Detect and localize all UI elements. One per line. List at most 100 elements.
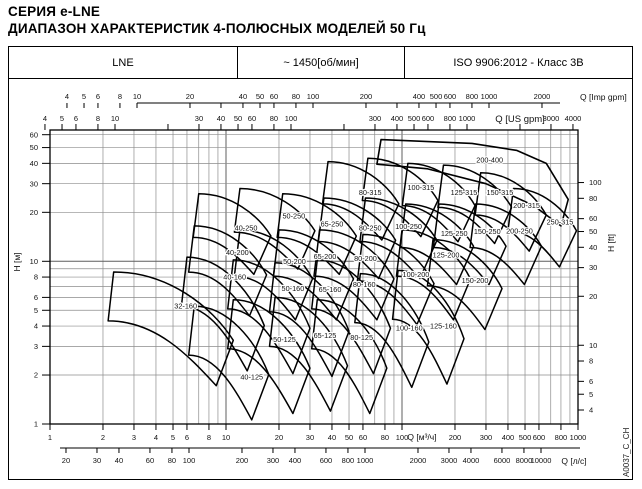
pump-envelopes [107, 138, 578, 421]
ls-tick: 80 [168, 456, 176, 465]
h-m-tick: 1 [34, 420, 38, 429]
imp-gpm-tick: 20 [186, 92, 194, 101]
region-label: 40-250 [235, 224, 258, 233]
us-gpm-tick: 40 [217, 114, 225, 123]
m3h-tick: 1000 [570, 433, 587, 442]
h-m-tick: 20 [30, 208, 38, 217]
region-label: 65-250 [321, 219, 344, 228]
imp-gpm-tick: 800 [466, 92, 479, 101]
region-label: 80-200 [354, 254, 377, 263]
m3h-tick: 300 [480, 433, 493, 442]
envelope-65-160 [268, 261, 350, 378]
envelope-65-250 [276, 193, 358, 276]
region-label: 65-160 [319, 285, 342, 294]
m3h-tick: 600 [533, 433, 546, 442]
h-m-tick: 10 [30, 257, 38, 266]
m3h-tick: 40 [328, 433, 336, 442]
us-gpm-tick: 3000 [543, 114, 560, 123]
region-label: 50-200 [283, 257, 306, 266]
h-m-tick: 4 [34, 322, 38, 331]
region-label: 200-315 [513, 201, 540, 210]
h-m-tick: 60 [30, 130, 38, 139]
imp-gpm-axis-title: Q [Imp gpm] [580, 92, 627, 102]
region-label: 65-125 [314, 331, 337, 340]
h-m-tick: 40 [30, 159, 38, 168]
imp-gpm-tick: 600 [444, 92, 457, 101]
imp-gpm-tick: 5 [82, 92, 86, 101]
h-ft-tick: 20 [589, 292, 597, 301]
region-label: 80-160 [353, 280, 376, 289]
region-labels: 32-160 40-160 50-160 65-160 80-160 100-160 125… [173, 154, 575, 383]
region-label: 50-125 [273, 335, 296, 344]
envelope-80-200 [313, 229, 395, 321]
ls-tick: 2000 [410, 456, 427, 465]
envelope-150-250 [432, 203, 507, 286]
us-gpm-tick: 4 [43, 114, 47, 123]
h-ft-tick: 100 [589, 178, 602, 187]
ls-tick: 200 [236, 456, 249, 465]
m3h-tick: 30 [306, 433, 314, 442]
region-label: 125-200 [433, 251, 460, 260]
h-ft-tick: 40 [589, 243, 597, 252]
m3h-tick: 2 [101, 433, 105, 442]
region-label: 100-250 [395, 222, 422, 231]
h-ft-tick: 80 [589, 194, 597, 203]
region-label: 200-250 [506, 226, 533, 235]
side-code: A0037_C_CH [622, 427, 631, 477]
region-label: 100-160 [396, 323, 423, 332]
envelope-100-250 [359, 197, 438, 280]
region-label: 50-250 [282, 211, 305, 220]
region-label: 150-200 [462, 276, 489, 285]
m3h-tick: 8 [207, 433, 211, 442]
ls-tick: 20 [62, 456, 70, 465]
m3h-tick: 200 [449, 433, 462, 442]
envelope-40-160 [180, 256, 266, 372]
us-gpm-tick: 300 [369, 114, 382, 123]
envelope-80-125 [310, 299, 388, 415]
imp-gpm-tick: 8 [118, 92, 122, 101]
region-label: 150-250 [474, 227, 501, 236]
imp-gpm-tick: 40 [239, 92, 247, 101]
us-gpm-tick: 500 [408, 114, 421, 123]
h-ft-tick: 10 [589, 341, 597, 350]
m3h-tick: 400 [502, 433, 515, 442]
ls-tick: 10000 [531, 456, 552, 465]
envelope-200-400 [376, 138, 570, 227]
region-label: 100-200 [403, 270, 430, 279]
ls-tick: 1000 [357, 456, 374, 465]
m3h-tick: 80 [381, 433, 389, 442]
h-m-tick: 3 [34, 342, 38, 351]
us-gpm-tick: 5 [60, 114, 64, 123]
speed-cell: ~ 1450[об/мин] [238, 47, 405, 78]
region-label: 65-200 [314, 252, 337, 261]
us-gpm-tick: 1000 [459, 114, 476, 123]
region-label: 125-160 [430, 322, 457, 331]
envelope-250-315 [507, 187, 578, 268]
envelope-50-160 [226, 259, 311, 375]
us-gpm-tick: 60 [248, 114, 256, 123]
m3h-tick: 50 [345, 433, 353, 442]
region-label: 100-315 [407, 183, 434, 192]
m3h-axis-title: Q [м³/ч] [407, 432, 436, 442]
us-gpm-tick: 30 [195, 114, 203, 123]
ls-tick: 800 [342, 456, 355, 465]
h-m-tick: 6 [34, 293, 38, 302]
envelope-32-160 [107, 271, 235, 387]
region-label: 150-315 [487, 188, 514, 197]
ls-tick: 400 [289, 456, 302, 465]
region-label: 200-400 [476, 155, 503, 164]
h-m-tick: 8 [34, 273, 38, 282]
envelope-125-315 [401, 162, 476, 243]
ls-tick: 4000 [463, 456, 480, 465]
m3h-tick: 1 [48, 433, 52, 442]
ls-tick: 30 [93, 456, 101, 465]
h-ft-tick: 6 [589, 377, 593, 386]
h-ft-tick: 50 [589, 227, 597, 236]
h-ft-tick: 60 [589, 214, 597, 223]
m3h-tick: 60 [359, 433, 367, 442]
region-label: 40-160 [223, 273, 246, 282]
h-ft-tick: 5 [589, 390, 593, 399]
imp-gpm-tick: 500 [430, 92, 443, 101]
region-label: 32-160 [174, 302, 197, 311]
